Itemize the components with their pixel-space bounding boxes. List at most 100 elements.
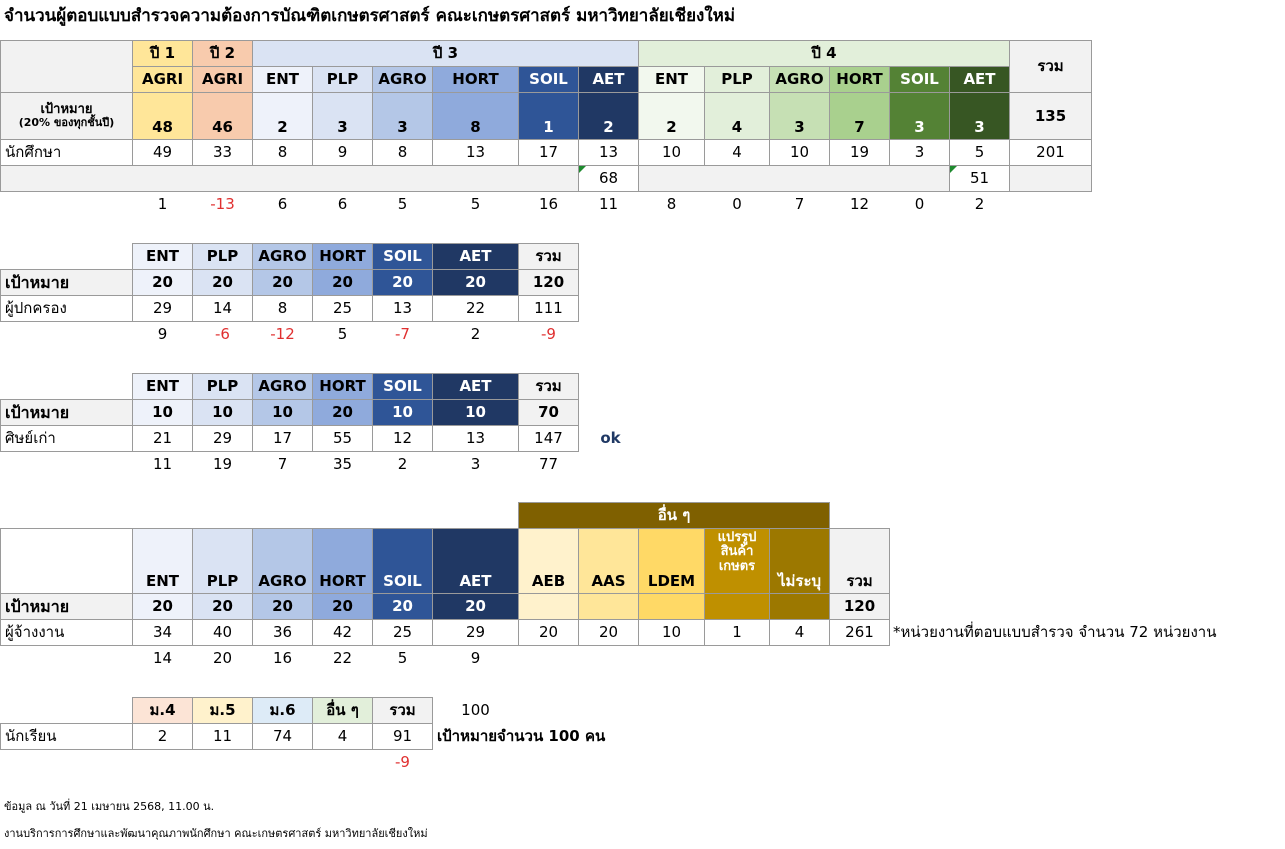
difference-value: -6 [215,325,230,344]
major-header: HORT [829,66,890,93]
total-header: รวม [1009,40,1092,93]
target-label-cell: เป้าหมาย (20% ของทุกชั้นปี) [0,92,133,140]
cell [0,40,133,93]
difference-value: 5 [397,195,408,214]
major-header: PLP [704,66,770,93]
cell [578,593,639,620]
target-total: 120 [829,593,890,620]
major-header: PLP [312,66,373,93]
column-header: PLP [192,528,253,594]
difference-value: 20 [212,649,233,668]
count-value: 3 [889,139,950,166]
count-value: 19 [829,139,890,166]
count-value: 29 [432,619,519,646]
major-header: HORT [432,66,519,93]
target-value: 10 [432,399,519,426]
major-header: ENT [252,66,313,93]
difference-value: 16 [272,649,293,668]
difference-value: 22 [332,649,353,668]
column-header: ม.4 [132,697,193,724]
difference-value: 11 [152,455,173,474]
column-header: AGRO [252,373,313,400]
column-header: SOIL [372,243,433,270]
subtotal-value: 68 [578,165,639,192]
column-header: HORT [312,243,373,270]
target-label: เป้าหมาย [40,101,93,117]
target-total: 135 [1009,92,1092,140]
difference-value: 35 [332,455,353,474]
column-header: AET [432,373,519,400]
count-value: 13 [578,139,639,166]
target-value: 20 [132,269,193,296]
year-header: ปี 1 [132,40,193,67]
count-value: 12 [372,425,433,452]
column-header: AET [432,528,519,594]
column-header: รวม [518,243,579,270]
target-value: 8 [432,92,519,140]
note: *หน่วยงานที่ตอบแบบสำรวจ จำนวน 72 หน่วยงา… [893,623,1217,642]
note: เป้าหมายจำนวน 100 คน [437,727,606,746]
target-value: 3 [769,92,830,140]
difference-value: 6 [277,195,288,214]
target-value: 10 [192,399,253,426]
difference-value: 9 [470,649,481,668]
target-value: 20 [252,269,313,296]
target-value: 2 [578,92,639,140]
year-header: ปี 4 [638,40,1010,67]
difference-value: 12 [849,195,870,214]
major-header: SOIL [889,66,950,93]
difference-value: -7 [395,325,410,344]
count-value: 29 [192,425,253,452]
column-header: AAS [578,528,639,594]
column-header: PLP [192,373,253,400]
count-value: 17 [252,425,313,452]
column-header: อื่น ๆ [312,697,373,724]
cell [769,593,830,620]
difference-value: 3 [470,455,481,474]
difference-value: -9 [541,325,556,344]
target-value: 3 [949,92,1010,140]
target-value: 20 [372,269,433,296]
count-total: 201 [1009,139,1092,166]
difference-value: 6 [337,195,348,214]
count-value: 11 [192,723,253,750]
column-header: AGRO [252,243,313,270]
count-value: 13 [372,295,433,322]
difference-value: -13 [210,195,235,214]
difference-value: 0 [732,195,742,214]
count-value: 111 [518,295,579,322]
count-value: 55 [312,425,373,452]
target-value: 20 [132,593,193,620]
count-value: 49 [132,139,193,166]
difference-value: 7 [277,455,288,474]
cell [704,593,770,620]
footer-line: ข้อมูล ณ วันที่ 21 เมษายน 2568, 11.00 น. [4,800,215,813]
cell [518,593,579,620]
difference-value: 8 [666,195,677,214]
target-value: 10 [252,399,313,426]
footer-line: งานบริการการศึกษาและพัฒนาคุณภาพนักศึกษา … [4,827,428,840]
target-value: 70 [518,399,579,426]
major-header: ENT [638,66,705,93]
difference-value: 1 [157,195,168,214]
difference-value: 5 [337,325,348,344]
subtotal-value: 51 [949,165,1010,192]
count-value: 17 [518,139,579,166]
count-value: 4 [704,139,770,166]
target-label: (20% ของทุกชั้นปี) [18,116,115,130]
count-value: 4 [769,619,830,646]
target-value: 3 [312,92,373,140]
column-header: แปรรูป สินค้า เกษตร [704,528,770,594]
row-label: ผู้ปกครอง [0,295,133,322]
target-value: 100 [461,701,490,720]
cell [1009,165,1092,192]
column-header: รวม [518,373,579,400]
major-header: AGRI [132,66,193,93]
difference-value: 7 [794,195,805,214]
column-header: ม.6 [252,697,313,724]
column-header: SOIL [372,373,433,400]
count-value: 8 [372,139,433,166]
count-value: 42 [312,619,373,646]
count-value: 8 [252,139,313,166]
